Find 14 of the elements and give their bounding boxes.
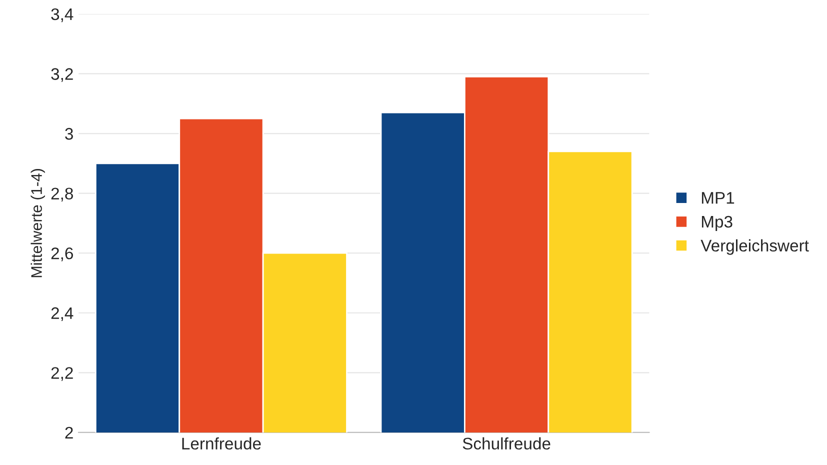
- legend-label: Mp3: [702, 216, 732, 231]
- y-tick-label: 2: [65, 426, 73, 438]
- x-tick-label: Schulfreude: [462, 437, 550, 450]
- y-tick-label: 2,2: [51, 367, 73, 381]
- legend-label: Vergleichswert: [700, 239, 809, 255]
- y-tick-label: 2,4: [51, 307, 74, 322]
- y-tick-label: 2,8: [51, 188, 73, 202]
- y-axis-title: Mittelwerte (1-4): [30, 168, 45, 278]
- legend-label: MP1: [702, 192, 734, 204]
- x-tick-label: Lernfreude: [182, 437, 261, 450]
- y-tick-label: 2,6: [51, 247, 73, 262]
- y-tick-label: 3,2: [51, 68, 73, 82]
- y-tick-label: 3: [65, 128, 73, 140]
- y-tick-label: 3,4: [51, 8, 74, 22]
